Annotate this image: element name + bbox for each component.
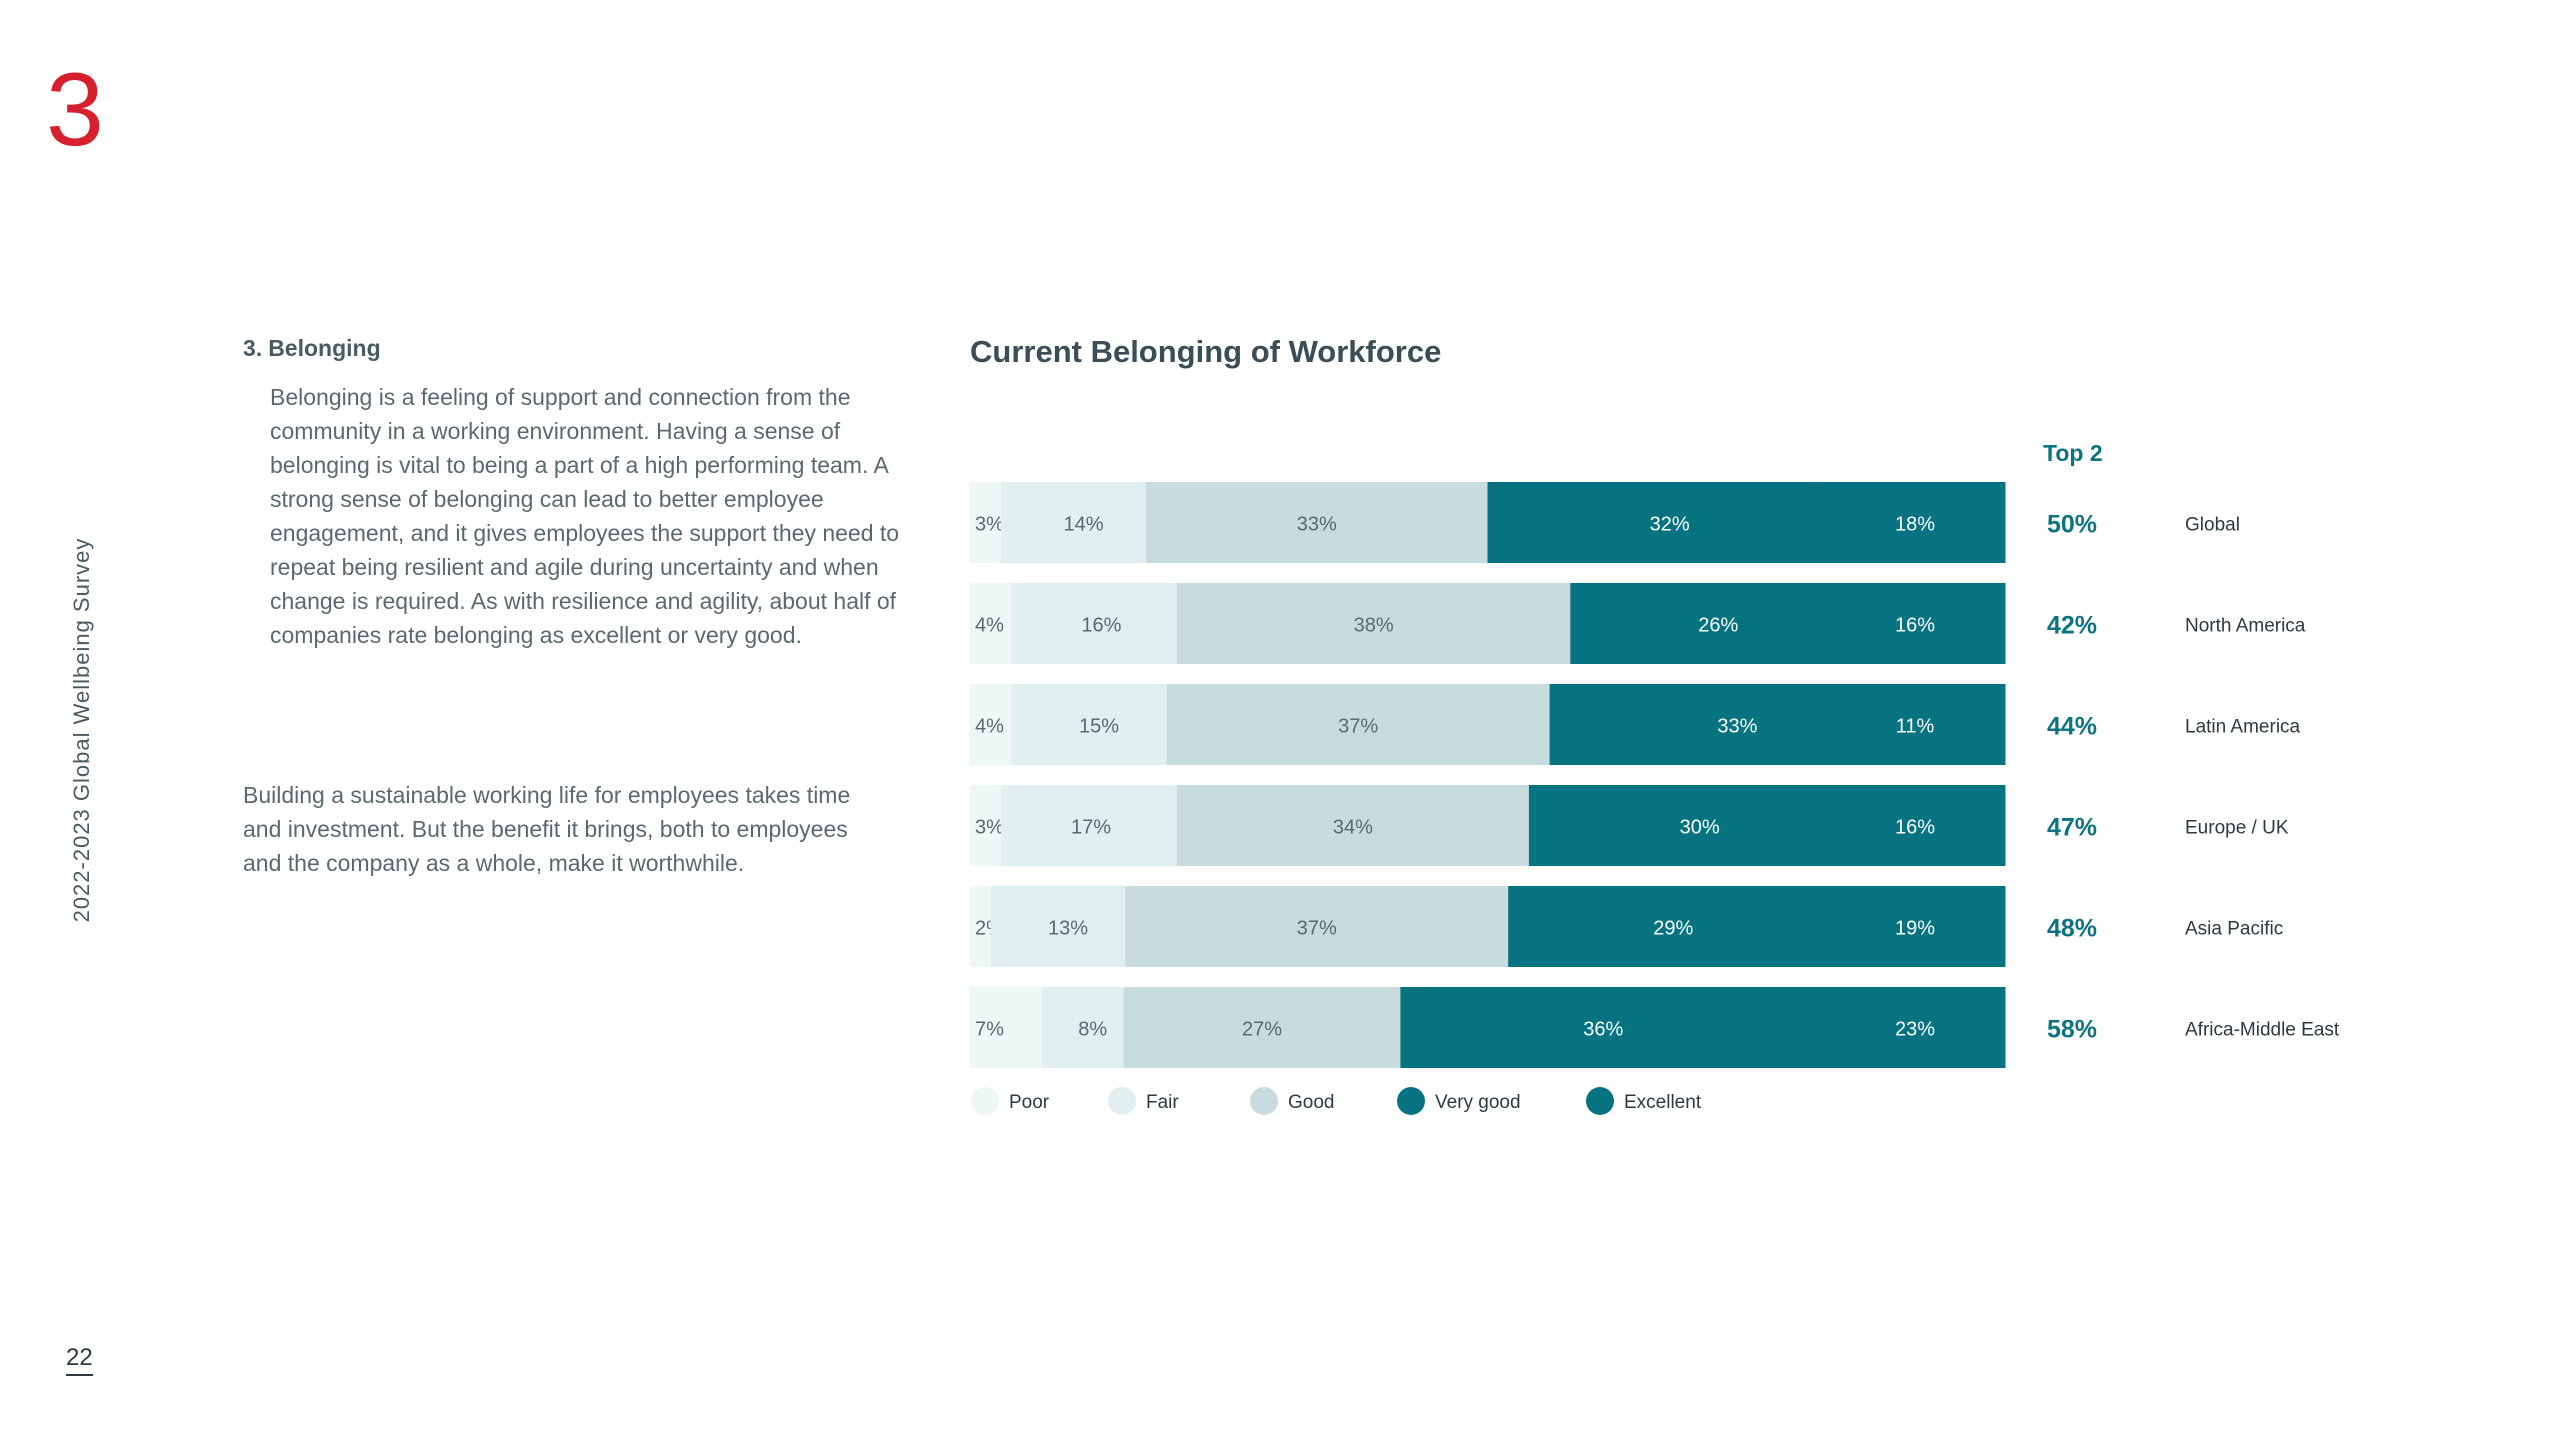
legend-swatch-fair [1108, 1087, 1136, 1115]
bar-segment-asia-pacific-good [1125, 886, 1509, 967]
top2-value-latin-america: 44% [2047, 713, 2097, 741]
value-label-asia-pacific-good: 37% [1297, 918, 1337, 940]
category-label-global: Global [2185, 515, 2240, 536]
bar-segment-europe-uk-good [1177, 785, 1530, 866]
value-label-global-fair: 14% [1063, 514, 1103, 536]
bar-segment-latin-america-very-good [1549, 684, 1892, 765]
bar-segment-europe-uk-very-good [1528, 785, 1840, 866]
value-label-europe-uk-poor: 3% [975, 817, 1004, 839]
value-label-asia-pacific-fair: 13% [1048, 918, 1088, 940]
bar-segment-africa-middle-east-excellent [1769, 987, 2006, 1068]
bar-segment-africa-middle-east-fair [1041, 987, 1125, 1068]
top2-label: Top 2 [2043, 440, 2103, 466]
value-label-asia-pacific-very-good: 29% [1653, 918, 1693, 940]
legend-swatch-very-good [1397, 1087, 1425, 1115]
value-label-global-very-good: 32% [1650, 514, 1690, 536]
category-label-asia-pacific: Asia Pacific [2185, 919, 2283, 940]
value-label-africa-middle-east-fair: 8% [1078, 1019, 1107, 1041]
legend-label-very-good: Very good [1435, 1092, 1521, 1113]
legend-swatch-good [1250, 1087, 1278, 1115]
value-label-europe-uk-very-good: 30% [1680, 817, 1720, 839]
category-label-north-america: North America [2185, 616, 2306, 637]
legend-label-fair: Fair [1146, 1092, 1179, 1113]
chart-title: Current Belonging of Workforce [970, 334, 1442, 369]
bar-segment-latin-america-excellent [1891, 684, 2006, 765]
value-label-north-america-good: 38% [1354, 615, 1394, 637]
bar-segment-latin-america-poor [970, 684, 1012, 765]
section-paragraph-1: Belonging is a feeling of support and co… [270, 384, 900, 648]
top2-value-asia-pacific: 48% [2047, 915, 2097, 943]
category-label-latin-america: Latin America [2185, 717, 2301, 738]
value-label-global-good: 33% [1297, 514, 1337, 536]
bar-segment-north-america-very-good [1570, 583, 1840, 664]
category-label-europe-uk: Europe / UK [2185, 818, 2289, 839]
top2-value-europe-uk: 47% [2047, 814, 2097, 842]
value-label-africa-middle-east-very-good: 36% [1583, 1019, 1623, 1041]
value-label-north-america-fair: 16% [1081, 615, 1121, 637]
bar-segment-asia-pacific-very-good [1508, 886, 1809, 967]
value-label-latin-america-fair: 15% [1079, 716, 1119, 738]
section-paragraph-2: Building a sustainable working life for … [243, 782, 851, 876]
bar-segment-global-poor [970, 482, 1002, 563]
bar-segment-north-america-poor [970, 583, 1012, 664]
value-label-latin-america-poor: 4% [975, 716, 1004, 738]
value-label-north-america-poor: 4% [975, 615, 1004, 637]
value-label-africa-middle-east-excellent: 23% [1895, 1019, 1935, 1041]
value-label-asia-pacific-excellent: 19% [1895, 918, 1935, 940]
bar-segment-africa-middle-east-very-good [1400, 987, 1770, 1068]
value-label-latin-america-good: 37% [1338, 716, 1378, 738]
legend-label-excellent: Excellent [1624, 1092, 1702, 1113]
chapter-number: 3 [46, 52, 104, 168]
value-label-africa-middle-east-good: 27% [1242, 1019, 1282, 1041]
top2-value-global: 50% [2047, 511, 2097, 539]
section-heading: 3. Belonging [243, 335, 381, 362]
value-label-north-america-excellent: 16% [1895, 615, 1935, 637]
value-label-global-poor: 3% [975, 514, 1004, 536]
section-number: 3. [243, 335, 263, 361]
top2-value-north-america: 42% [2047, 612, 2097, 640]
value-label-europe-uk-excellent: 16% [1895, 817, 1935, 839]
value-label-latin-america-very-good: 33% [1717, 716, 1757, 738]
value-label-latin-america-excellent: 11% [1896, 716, 1935, 738]
section-heading-text: Belonging [268, 335, 381, 361]
bar-segment-global-fair [1001, 482, 1147, 563]
legend-label-poor: Poor [1009, 1092, 1050, 1113]
bar-segment-north-america-excellent [1839, 583, 2006, 664]
top2-value-africa-middle-east: 58% [2047, 1016, 2097, 1044]
value-label-europe-uk-good: 34% [1333, 817, 1373, 839]
bar-segment-north-america-fair [1011, 583, 1178, 664]
value-label-europe-uk-fair: 17% [1071, 817, 1111, 839]
bar-segment-global-good [1145, 482, 1488, 563]
bar-segment-global-excellent [1818, 482, 2006, 563]
bar-segment-africa-middle-east-poor [970, 987, 1043, 1068]
bar-segment-europe-uk-fair [1001, 785, 1178, 866]
bar-segment-europe-uk-poor [970, 785, 1002, 866]
legend-swatch-excellent [1586, 1087, 1614, 1115]
legend-label-good: Good [1288, 1092, 1334, 1113]
category-label-africa-middle-east: Africa-Middle East [2185, 1020, 2340, 1041]
bar-segment-africa-middle-east-good [1123, 987, 1401, 1068]
bar-segment-latin-america-good [1166, 684, 1551, 765]
bar-segment-europe-uk-excellent [1839, 785, 2006, 866]
value-label-africa-middle-east-poor: 7% [975, 1019, 1004, 1041]
bar-segment-asia-pacific-fair [990, 886, 1126, 967]
value-label-global-excellent: 18% [1895, 514, 1935, 536]
legend-swatch-poor [971, 1087, 999, 1115]
bar-segment-asia-pacific-excellent [1808, 886, 2006, 967]
value-label-north-america-very-good: 26% [1698, 615, 1738, 637]
page-number: 22 [66, 1344, 93, 1376]
bar-segment-latin-america-fair [1011, 684, 1168, 765]
bar-segment-north-america-good [1177, 583, 1571, 664]
bar-segment-asia-pacific-poor [970, 886, 992, 967]
bar-segment-global-very-good [1487, 482, 1820, 563]
